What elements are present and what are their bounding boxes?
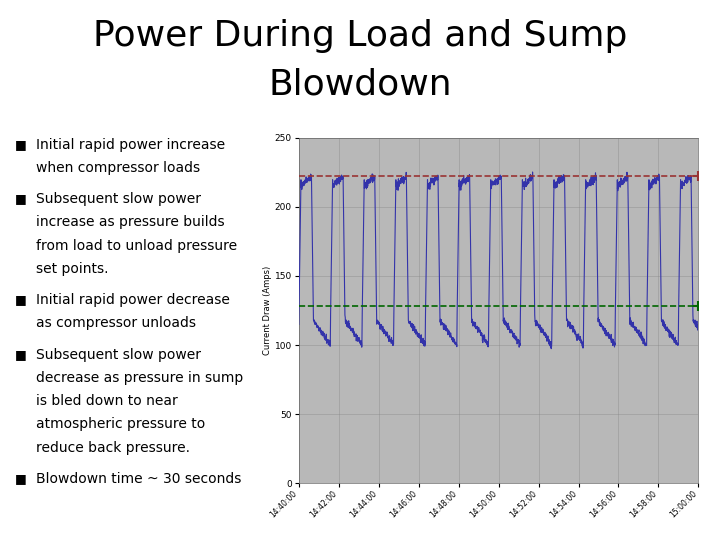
Text: is bled down to near: is bled down to near (36, 394, 178, 408)
Text: from load to unload pressure: from load to unload pressure (36, 239, 237, 253)
Text: reduce back pressure.: reduce back pressure. (36, 441, 190, 455)
Text: ■: ■ (14, 192, 26, 205)
Text: increase as pressure builds: increase as pressure builds (36, 215, 225, 230)
Text: when compressor loads: when compressor loads (36, 161, 200, 175)
Text: Initial rapid power decrease: Initial rapid power decrease (36, 293, 230, 307)
Text: decrease as pressure in sump: decrease as pressure in sump (36, 371, 243, 385)
Text: ■: ■ (14, 293, 26, 306)
Text: as compressor unloads: as compressor unloads (36, 316, 196, 330)
Text: ■: ■ (14, 348, 26, 361)
Text: ■: ■ (14, 138, 26, 151)
Text: Blowdown time ~ 30 seconds: Blowdown time ~ 30 seconds (36, 472, 241, 486)
Y-axis label: Current Draw (Amps): Current Draw (Amps) (263, 266, 272, 355)
Text: Initial rapid power increase: Initial rapid power increase (36, 138, 225, 152)
Text: Subsequent slow power: Subsequent slow power (36, 192, 201, 206)
Text: set points.: set points. (36, 262, 109, 276)
Text: atmospheric pressure to: atmospheric pressure to (36, 417, 205, 431)
Text: ■: ■ (14, 472, 26, 485)
Text: Power During Load and Sump: Power During Load and Sump (93, 19, 627, 53)
Text: Subsequent slow power: Subsequent slow power (36, 348, 201, 362)
Text: Blowdown: Blowdown (268, 68, 452, 102)
